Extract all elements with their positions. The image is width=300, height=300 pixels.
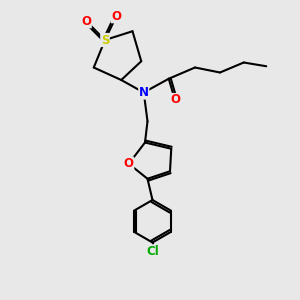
Text: Cl: Cl [146, 245, 159, 258]
Text: S: S [101, 34, 109, 46]
Text: O: O [124, 157, 134, 170]
Text: O: O [81, 15, 91, 28]
Text: O: O [111, 10, 121, 23]
Text: N: N [139, 86, 149, 99]
Text: O: O [170, 94, 180, 106]
